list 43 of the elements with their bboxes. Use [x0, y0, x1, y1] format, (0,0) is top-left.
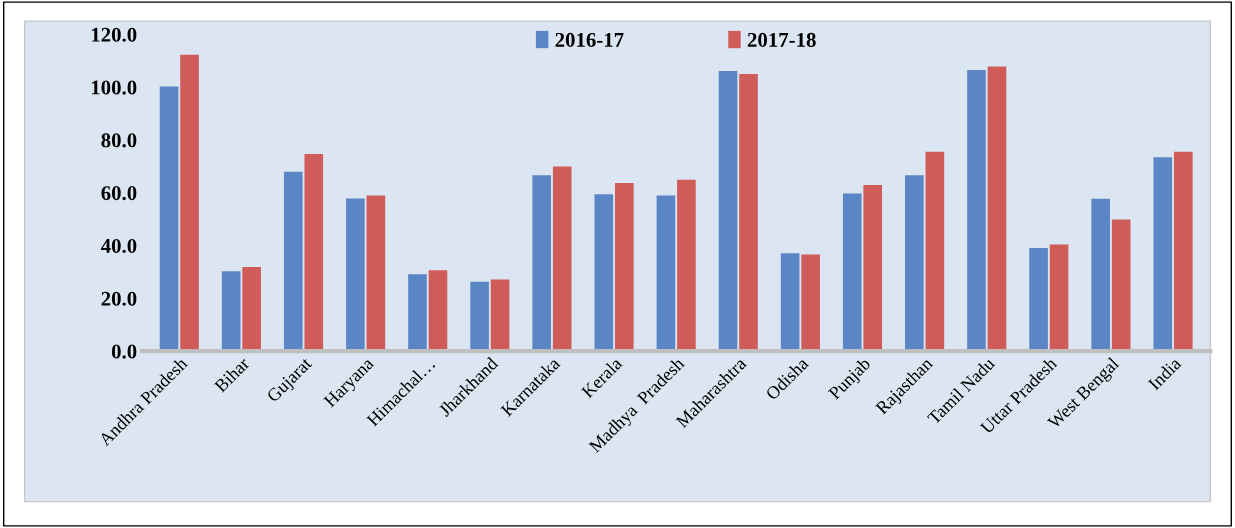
bar	[159, 86, 179, 352]
bar	[1153, 157, 1173, 352]
bar	[180, 54, 199, 352]
y-tick-label: 0.0	[111, 344, 137, 359]
bar	[1111, 219, 1131, 352]
bar	[842, 193, 862, 352]
bar	[1173, 151, 1193, 352]
legend-label: 2016-17	[555, 32, 624, 47]
bar	[304, 153, 324, 352]
bar	[346, 198, 365, 352]
legend-label: 2017-18	[747, 32, 816, 47]
bar	[739, 73, 758, 352]
y-tick-label: 100.0	[91, 80, 137, 95]
y-tick-label: 20.0	[101, 291, 137, 306]
bar	[905, 175, 924, 352]
bar	[428, 270, 448, 352]
bar	[677, 179, 696, 352]
bar	[801, 254, 820, 352]
y-tick-label: 40.0	[100, 238, 137, 254]
bar	[283, 171, 303, 352]
bar	[552, 166, 572, 352]
bar	[863, 185, 883, 352]
bar	[925, 151, 945, 352]
bar	[594, 194, 614, 352]
bar	[987, 66, 1007, 352]
bar	[1091, 198, 1110, 352]
bar	[656, 195, 676, 352]
bar	[967, 69, 986, 352]
bar	[242, 266, 261, 352]
y-tick-label: 80.0	[101, 133, 137, 148]
bar	[408, 274, 427, 352]
bar	[1029, 247, 1048, 352]
bar	[718, 71, 738, 352]
bar	[780, 253, 800, 352]
y-tick-label: 60.0	[101, 186, 137, 201]
bar	[1049, 244, 1069, 352]
bar	[614, 182, 634, 352]
bar	[221, 271, 241, 352]
bar	[470, 281, 489, 352]
y-tick-label: 120.0	[91, 27, 137, 42]
bar	[532, 175, 552, 352]
bar	[366, 195, 386, 352]
bar	[490, 279, 510, 352]
